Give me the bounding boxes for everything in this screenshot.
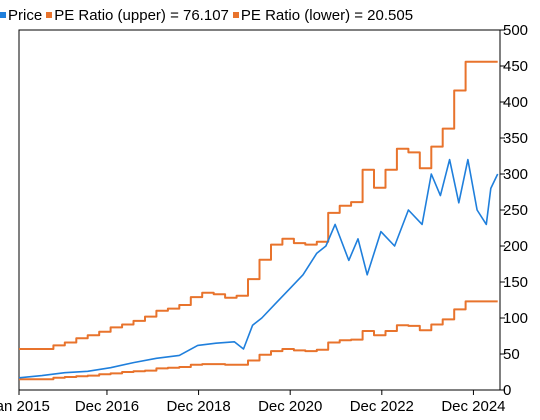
y-tick-label: 150	[503, 274, 528, 291]
y-tick-label: 450	[503, 58, 528, 75]
y-tick-label: 100	[503, 310, 528, 327]
legend-swatch-pe-upper	[46, 12, 53, 18]
legend-swatch-pe-lower	[232, 12, 239, 18]
x-axis: Jan 2015 Dec 2016 Dec 2018 Dec 2020 Dec 2022…	[0, 390, 506, 415]
y-tick-label: 250	[503, 202, 528, 219]
chart-legend: Price PE Ratio (upper) = 76.107 PE Ratio…	[0, 6, 417, 24]
legend-label-pe-upper: PE Ratio (upper) = 76.107	[54, 6, 229, 24]
x-tick-label: Dec 2020	[258, 398, 322, 415]
legend-item-price[interactable]: Price	[0, 7, 42, 24]
legend-swatch-price	[0, 12, 6, 18]
y-tick-label: 350	[503, 130, 528, 147]
y-axis: 0 50 100 150 200 250 300 350 400 450 500	[500, 22, 528, 399]
x-tick-label: Dec 2024	[441, 398, 505, 415]
legend-item-pe-lower[interactable]: PE Ratio (lower) = 20.505	[232, 6, 414, 24]
y-tick-label: 200	[503, 238, 528, 255]
y-tick-label: 0	[503, 382, 511, 399]
legend-label-pe-lower: PE Ratio (lower) = 20.505	[240, 6, 414, 24]
y-tick-label: 300	[503, 166, 528, 183]
legend-item-pe-upper[interactable]: PE Ratio (upper) = 76.107	[46, 7, 229, 24]
y-tick-label: 500	[503, 22, 528, 39]
series-line-price	[18, 158, 499, 379]
legend-label-price: Price	[8, 6, 43, 24]
x-tick-label: Dec 2018	[166, 398, 230, 415]
x-tick-label: Dec 2016	[75, 398, 139, 415]
y-tick-label: 400	[503, 94, 528, 111]
chart-marks	[18, 60, 499, 381]
x-tick-label: Jan 2015	[0, 398, 50, 415]
y-tick-label: 50	[503, 346, 520, 363]
x-tick-label: Dec 2022	[350, 398, 414, 415]
series-line-pe-ratio-lower-20-505	[19, 300, 498, 381]
series-line-pe-ratio-upper-76-107	[19, 60, 498, 350]
